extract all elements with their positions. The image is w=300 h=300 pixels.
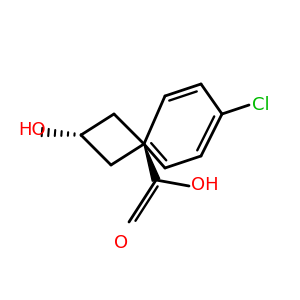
Polygon shape [144,144,160,181]
Text: Cl: Cl [252,96,270,114]
Text: HO: HO [18,122,46,140]
Text: O: O [114,234,129,252]
Text: OH: OH [190,176,218,194]
